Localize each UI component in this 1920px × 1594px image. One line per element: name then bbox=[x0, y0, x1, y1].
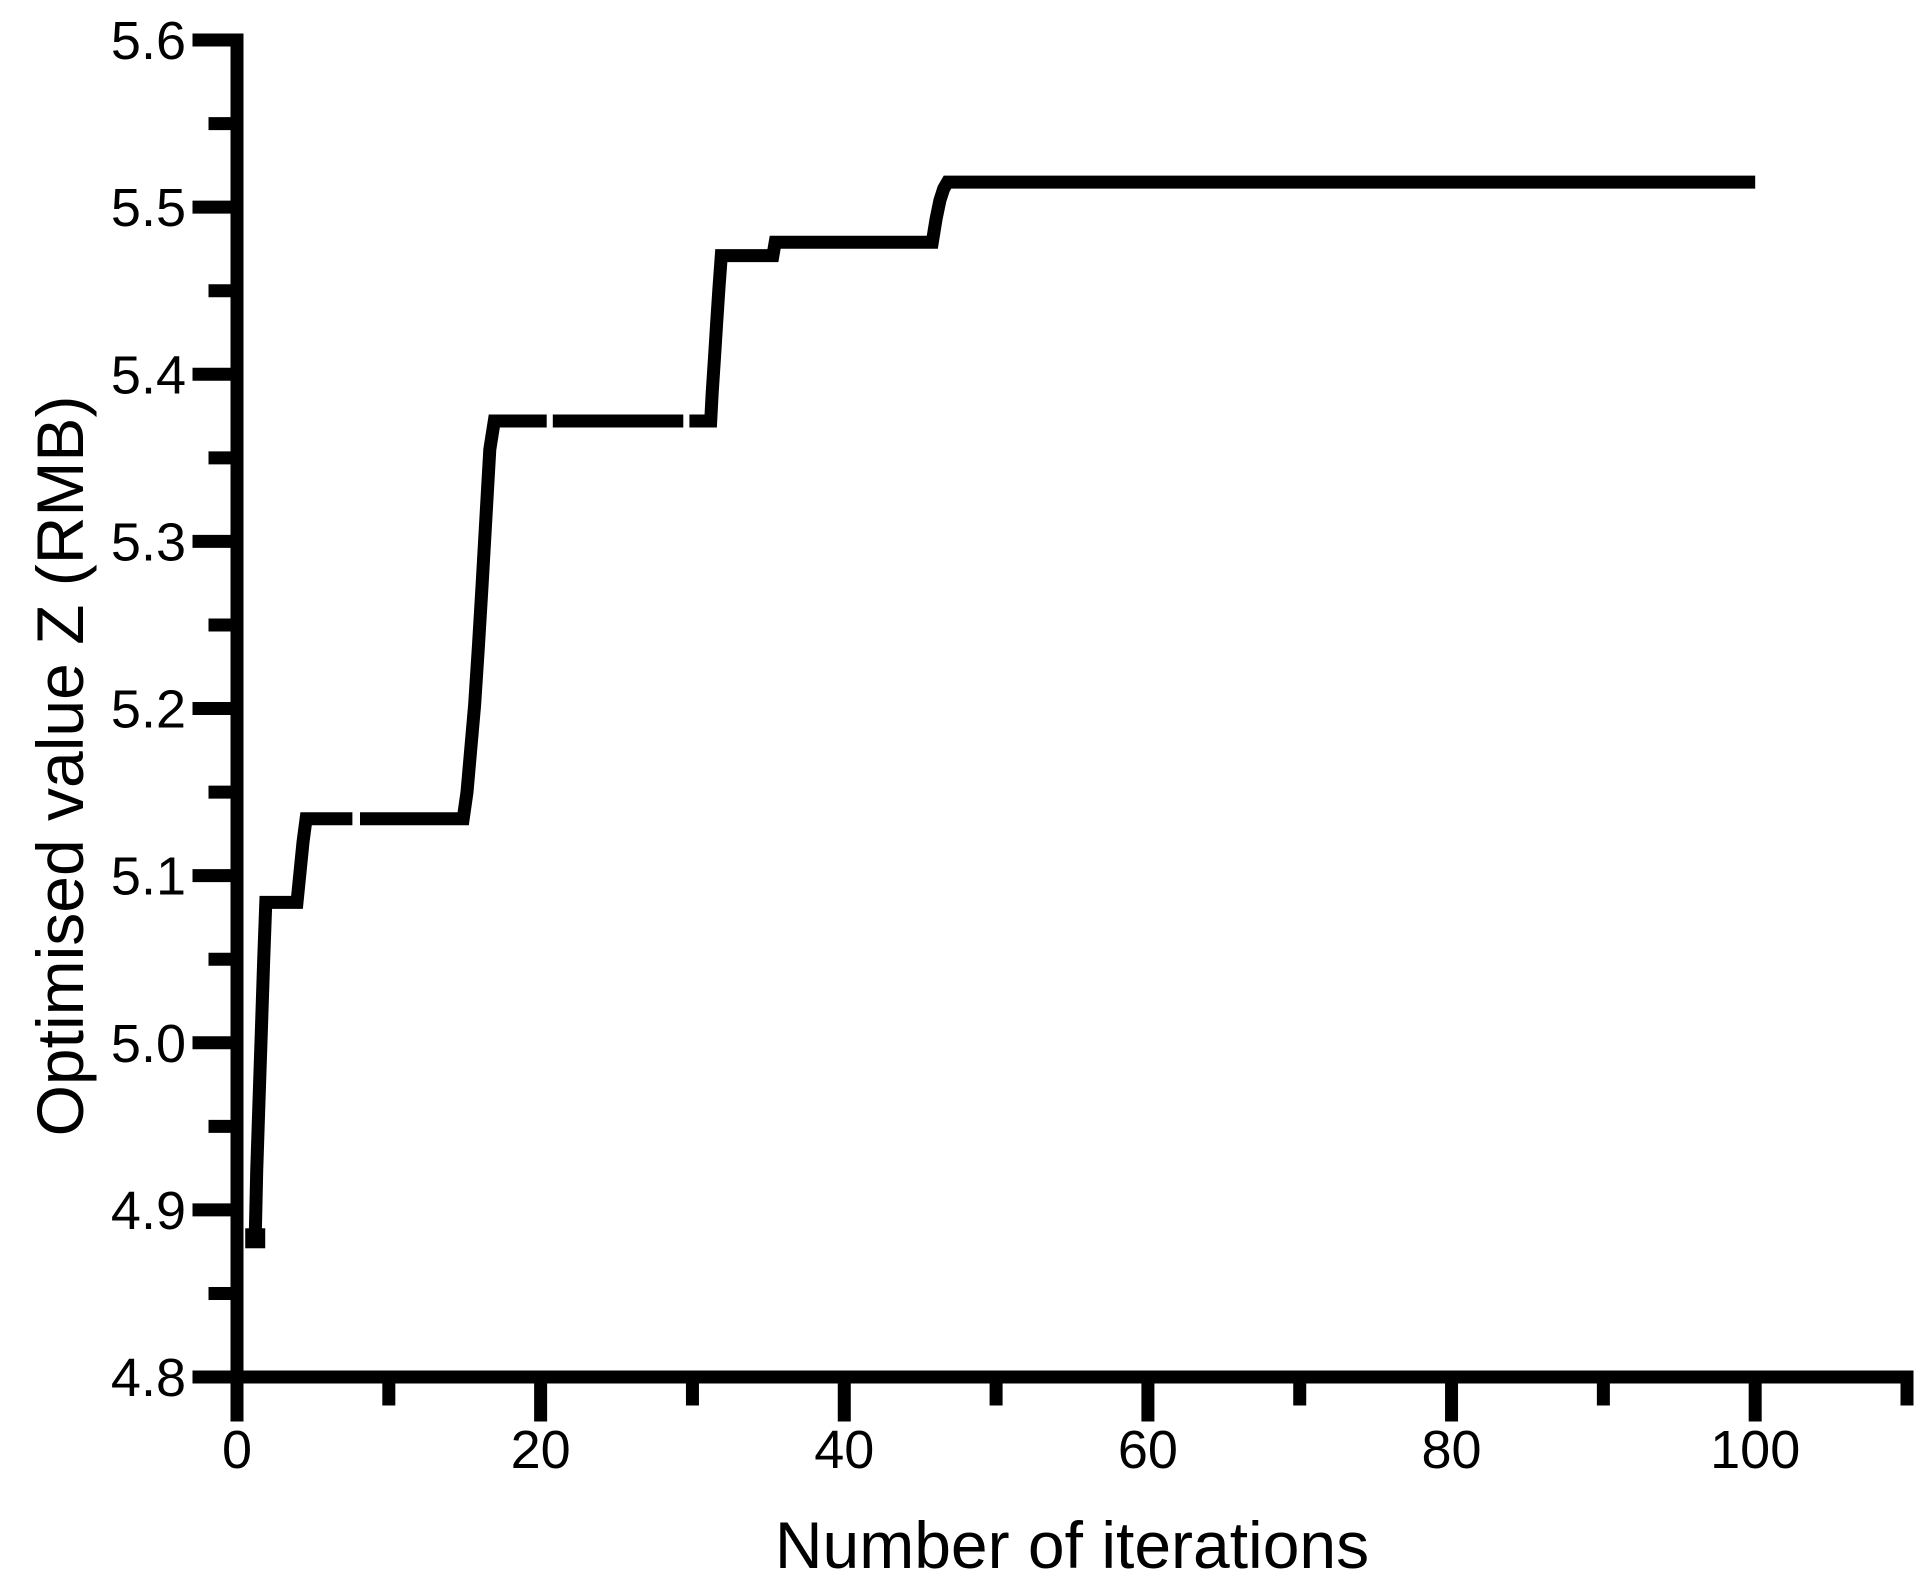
y-tick-label: 5.4 bbox=[111, 345, 186, 405]
x-tick-label: 80 bbox=[1422, 1420, 1482, 1480]
y-tick-label: 5.2 bbox=[111, 680, 186, 740]
x-tick-label: 40 bbox=[814, 1420, 874, 1480]
series-line bbox=[360, 414, 547, 826]
series-start-marker bbox=[245, 1228, 266, 1249]
x-tick-label: 60 bbox=[1118, 1420, 1178, 1480]
y-tick-label: 5.0 bbox=[111, 1014, 186, 1074]
y-axis-title: Optimised value Z (RMB) bbox=[23, 396, 97, 1137]
y-tick-label: 5.3 bbox=[111, 512, 186, 572]
y-tick-label: 5.6 bbox=[111, 11, 186, 71]
data-series bbox=[245, 175, 1756, 1249]
axes bbox=[192, 33, 1914, 1422]
x-tick-label: 0 bbox=[222, 1420, 252, 1480]
x-tick-label: 20 bbox=[511, 1420, 571, 1480]
tick-labels: 4.8 4.9 5.0 5.1 5.2 5.3 5.4 5.5 5.6 0 20 40 60 80 100 bbox=[111, 11, 1800, 1480]
y-tick-label: 5.5 bbox=[111, 178, 186, 238]
y-tick-label: 5.1 bbox=[111, 847, 186, 907]
x-tick-label: 100 bbox=[1710, 1420, 1800, 1480]
series-line bbox=[248, 812, 353, 1239]
series-line bbox=[689, 175, 1756, 428]
y-tick-label: 4.9 bbox=[111, 1181, 186, 1241]
y-tick-label: 4.8 bbox=[111, 1348, 186, 1408]
x-axis-title: Number of iterations bbox=[775, 1508, 1369, 1582]
